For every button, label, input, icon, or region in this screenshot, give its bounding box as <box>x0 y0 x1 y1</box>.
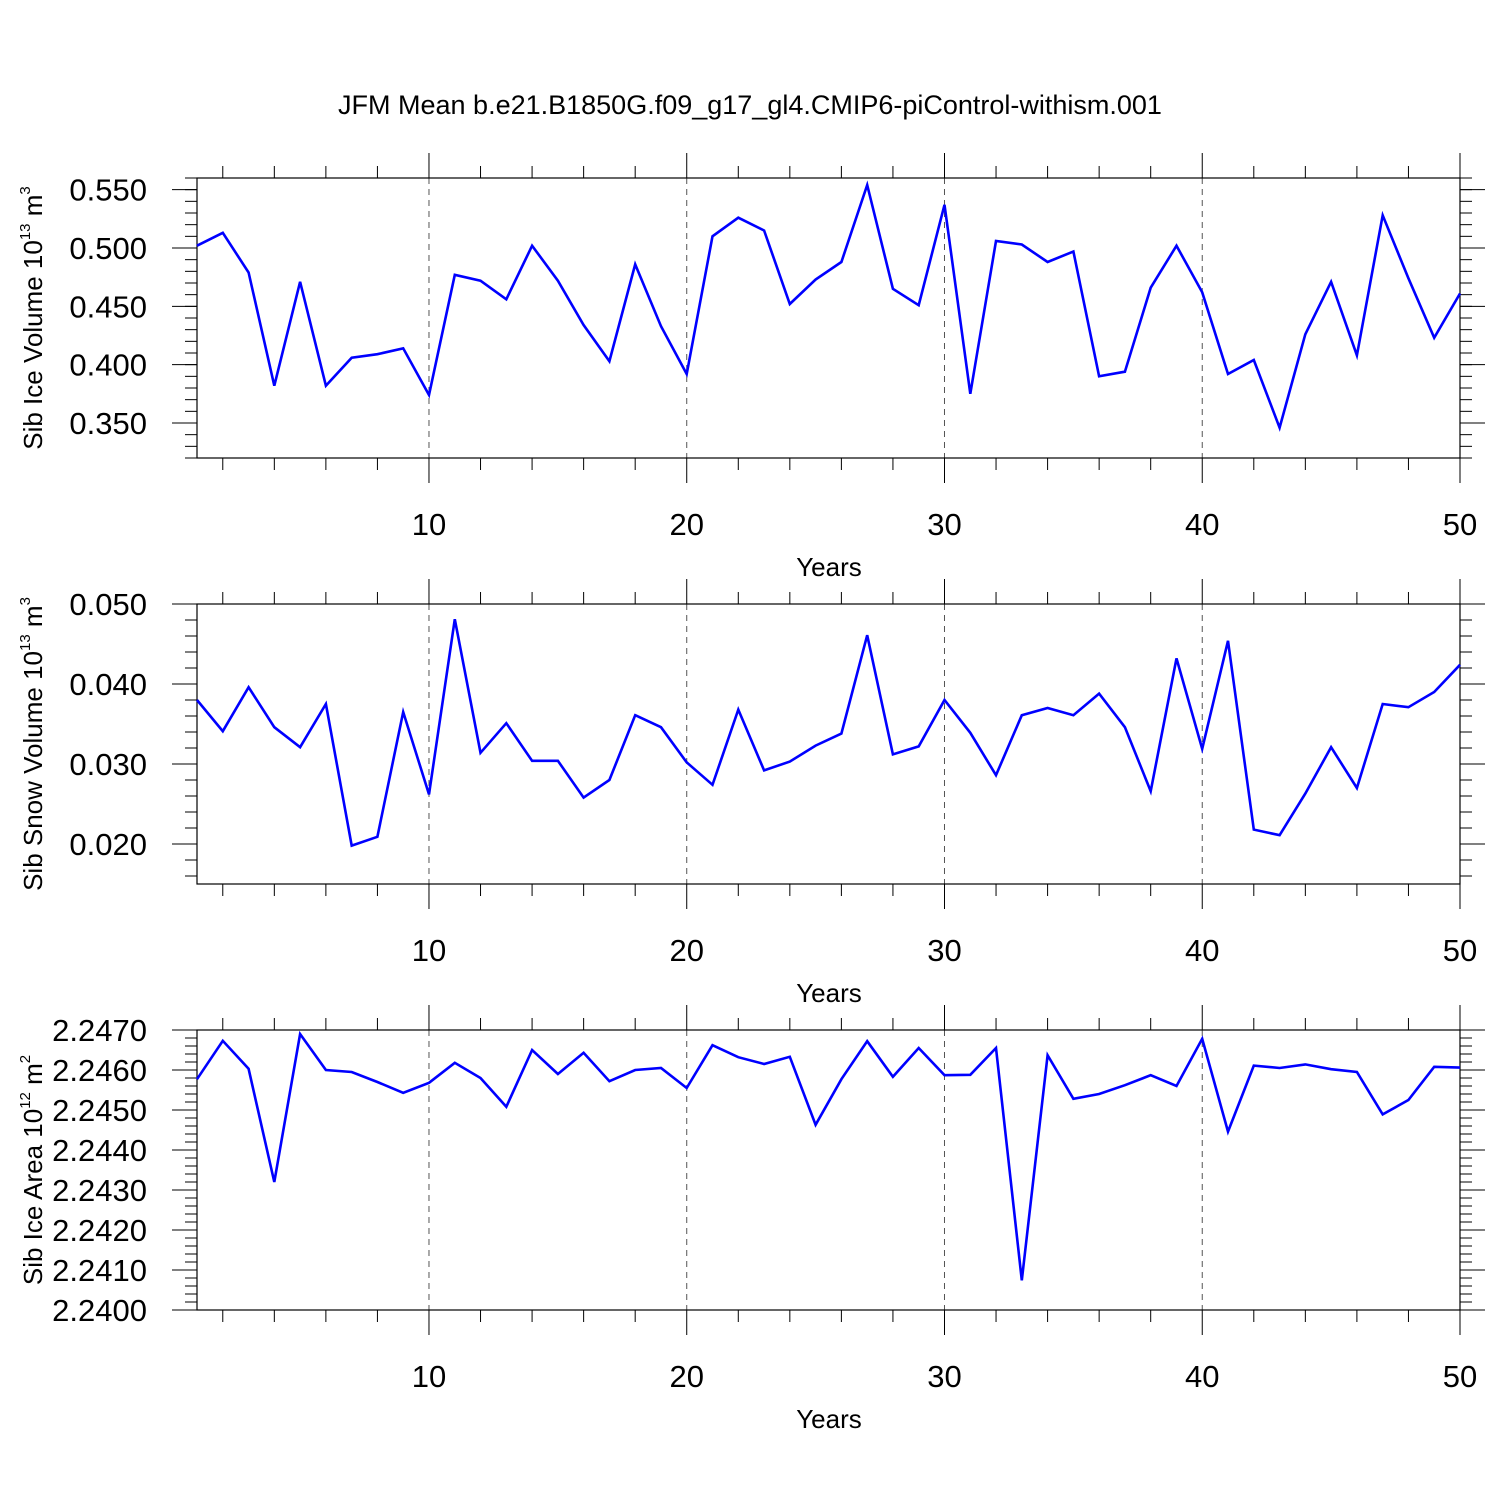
panel-2: 10 20 30 40 50 Years 0.050 0.040 0.030 0.020 Sib S… <box>17 579 1485 1008</box>
panel-1: 10 20 30 40 50 Years 0.550 0.500 0.450 0.400 0.350… <box>17 153 1485 582</box>
y-tick-label: 0.350 <box>69 406 147 441</box>
x-tick-label: 40 <box>1185 1359 1219 1394</box>
y-axis-title: Sib Ice Volume 1013 m3 <box>17 186 48 450</box>
y-tick-label: 2.2450 <box>52 1093 147 1128</box>
y-tick-label: 2.2420 <box>52 1213 147 1248</box>
series-line <box>196 180 1462 432</box>
y-tick-label: 2.2440 <box>52 1133 147 1168</box>
x-tick-label: 10 <box>412 1359 446 1394</box>
y-tick-label: 2.2470 <box>52 1013 147 1048</box>
panel-3: 10 20 30 40 50 Years 2.2470 2.2460 2.2450 2.2440 2… <box>17 1005 1485 1434</box>
y-tick-label: 2.2410 <box>52 1253 147 1288</box>
y-axis-title: Sib Snow Volume 1013 m3 <box>17 597 48 891</box>
y-tick-label: 0.400 <box>69 348 147 383</box>
x-tick-label: 20 <box>669 507 703 542</box>
y-tick-label: 0.030 <box>69 747 147 782</box>
x-tick-label: 20 <box>669 1359 703 1394</box>
plot-frame <box>196 1029 1461 1311</box>
series-line <box>195 618 1461 848</box>
y-tick-label: 0.500 <box>69 231 147 266</box>
plot-frame <box>196 177 1461 459</box>
x-tick-label: 30 <box>927 1359 961 1394</box>
y-tick-label: 2.2400 <box>52 1293 147 1328</box>
x-tick-label: 50 <box>1443 933 1477 968</box>
x-tick-label: 40 <box>1185 507 1219 542</box>
x-tick-label: 20 <box>669 933 703 968</box>
y-tick-label: 0.040 <box>69 667 147 702</box>
x-tick-label: 30 <box>927 933 961 968</box>
x-tick-label: 40 <box>1185 933 1219 968</box>
x-tick-label: 50 <box>1443 1359 1477 1394</box>
y-axis-title: Sib Ice Area 1012 m2 <box>17 1055 48 1285</box>
y-tick-label: 0.550 <box>69 173 147 208</box>
x-axis-title: Years <box>796 1404 862 1434</box>
x-tick-label: 10 <box>412 507 446 542</box>
x-axis-title: Years <box>796 978 862 1008</box>
y-tick-label: 0.020 <box>69 827 147 862</box>
y-tick-label: 2.2430 <box>52 1173 147 1208</box>
x-axis-title: Years <box>796 552 862 582</box>
panels: 10 20 30 40 50 Years 0.550 0.500 0.450 0.400 0.350… <box>17 153 1485 1434</box>
y-tick-label: 0.450 <box>69 289 147 324</box>
x-tick-label: 30 <box>927 507 961 542</box>
y-tick-label: 0.050 <box>69 587 147 622</box>
series-line <box>195 1030 1461 1281</box>
figure-title: JFM Mean b.e21.B1850G.f09_g17_gl4.CMIP6-… <box>338 90 1162 120</box>
x-tick-label: 10 <box>412 933 446 968</box>
y-tick-label: 2.2460 <box>52 1053 147 1088</box>
plot-frame <box>196 603 1461 885</box>
x-tick-label: 50 <box>1443 507 1477 542</box>
